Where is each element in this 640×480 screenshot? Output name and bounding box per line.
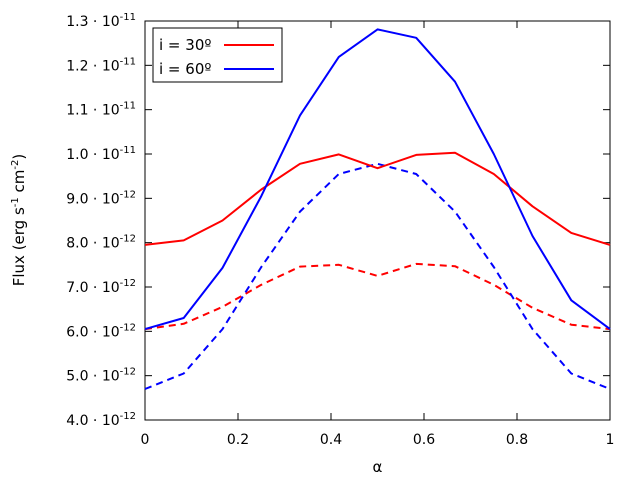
x-tick-label: 0 — [141, 432, 150, 448]
y-tick-label: 1.3 · 10-11 — [66, 12, 136, 30]
y-tick-label: 1.2 · 10-11 — [66, 56, 136, 74]
y-tick-labels: 4.0 · 10-12 5.0 · 10-12 6.0 · 10-12 7.0 · 1… — [66, 12, 136, 429]
y-tick-label: 9.0 · 10-12 — [66, 189, 136, 207]
series-line-i-60- — [144, 28, 611, 331]
x-tick-label: 0.4 — [320, 432, 342, 448]
series-line-i-60-dashed- — [144, 162, 611, 390]
legend: i = 30º i = 60º — [152, 27, 283, 83]
series-line-i-30- — [144, 151, 611, 246]
y-axis-title: Flux (erg s-1 cm-2) — [10, 154, 28, 287]
y-tick-label: 7.0 · 10-12 — [66, 278, 136, 296]
series-line-i-30-dashed- — [144, 262, 611, 331]
plot-area-frame — [144, 20, 611, 421]
x-axis-title: α — [373, 458, 383, 476]
x-tick-label: 1 — [606, 432, 615, 448]
y-tick-label: 6.0 · 10-12 — [66, 322, 136, 340]
y-tick-label: 1.0 · 10-11 — [66, 145, 136, 163]
y-tick-label: 1.1 · 10-11 — [66, 101, 136, 119]
x-tick-labels: 0 0.2 0.4 0.6 0.8 1 — [141, 432, 615, 448]
axis-ticks — [144, 20, 611, 421]
y-tick-label: 4.0 · 10-12 — [66, 411, 136, 429]
x-tick-label: 0.8 — [506, 432, 528, 448]
y-tick-label: 8.0 · 10-12 — [66, 234, 136, 252]
x-tick-label: 0.2 — [227, 432, 249, 448]
legend-label: i = 30º — [159, 36, 211, 54]
legend-label: i = 60º — [159, 60, 211, 78]
y-tick-label: 5.0 · 10-12 — [66, 367, 136, 385]
x-tick-label: 0.6 — [413, 432, 435, 448]
legend-box — [152, 27, 283, 83]
series-layer — [144, 28, 611, 390]
